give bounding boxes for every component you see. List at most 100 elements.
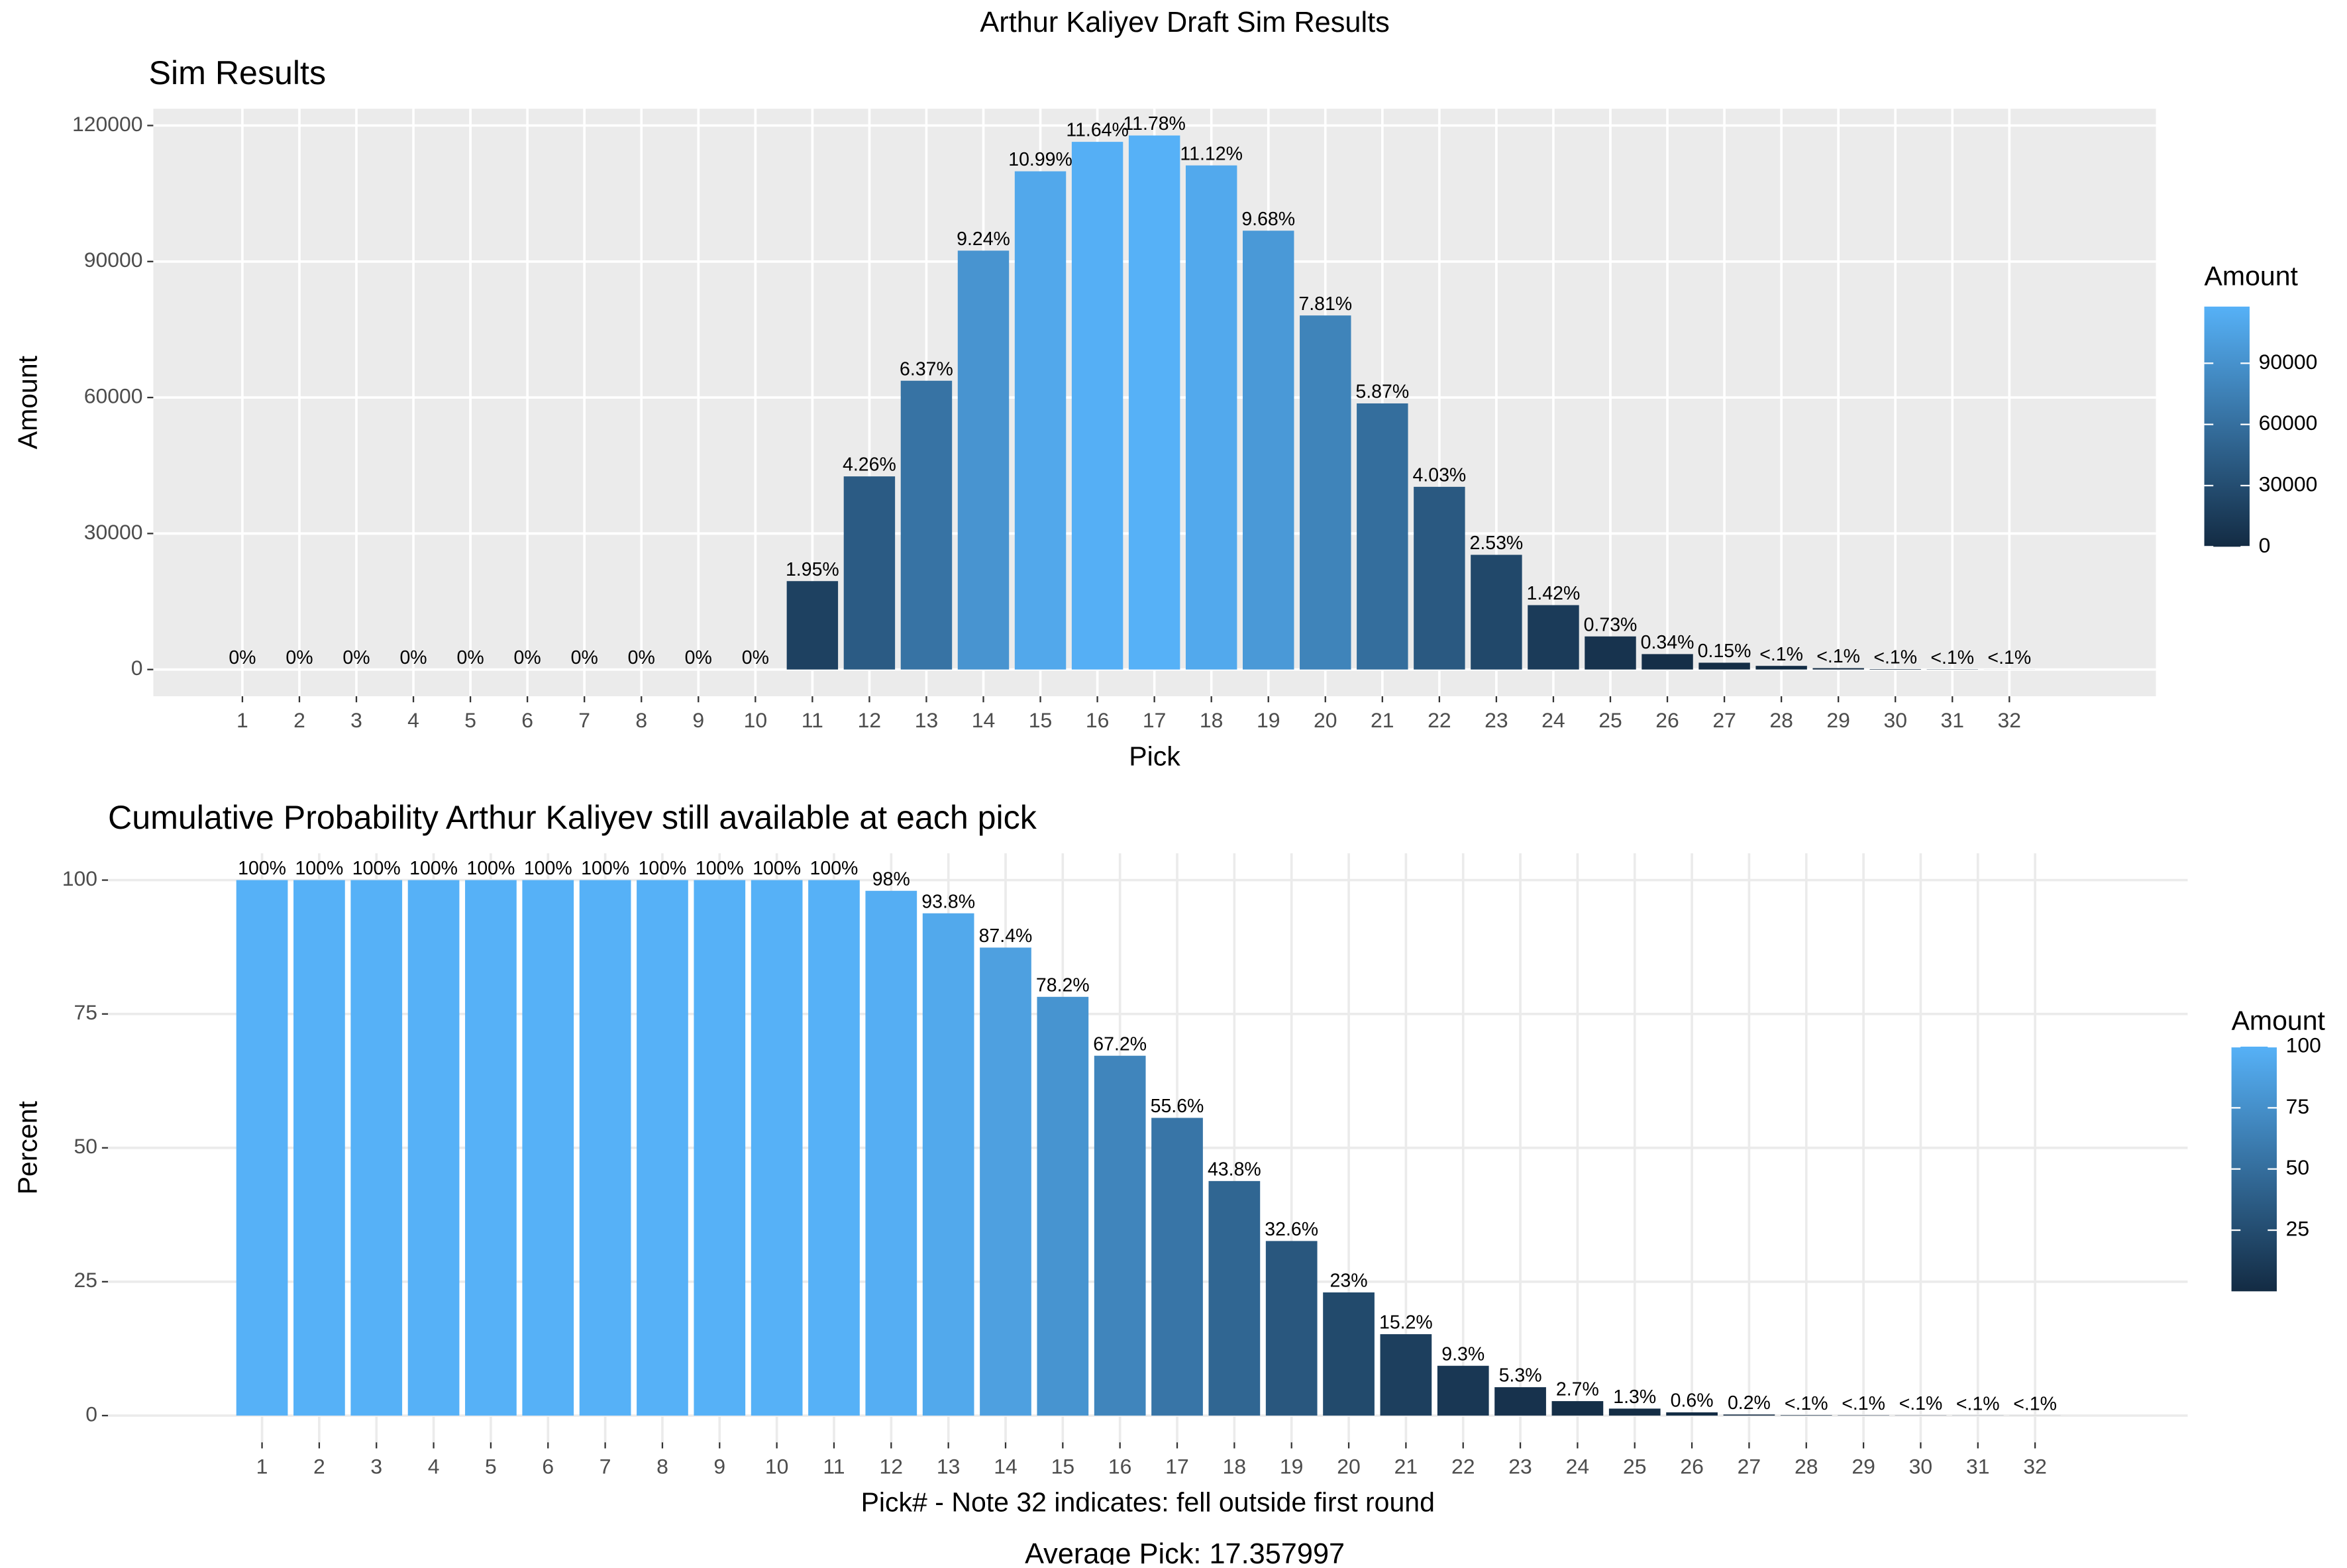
value-label: 0.2%	[1728, 1392, 1771, 1414]
y-tick-label: 30000	[84, 520, 143, 544]
x-tick-label: 12	[858, 708, 882, 732]
x-tick-label: 23	[1485, 708, 1508, 732]
value-label: <.1%	[1873, 647, 1917, 668]
x-tick-label: 9	[713, 1455, 725, 1479]
x-tick-label: 6	[542, 1455, 554, 1479]
bar	[923, 914, 974, 1416]
value-label: 11.78%	[1123, 113, 1186, 134]
value-label: 5.3%	[1499, 1365, 1542, 1386]
x-tick-label: 20	[1314, 708, 1337, 732]
x-tick-label: 18	[1223, 1455, 1247, 1479]
x-tick-label: 32	[2023, 1455, 2046, 1479]
value-label: 11.12%	[1180, 143, 1243, 164]
x-tick-label: 17	[1143, 708, 1167, 732]
value-label: 9.24%	[957, 229, 1010, 250]
legend-tick-label: 50	[2286, 1155, 2310, 1179]
x-tick-label: 31	[1966, 1455, 1990, 1479]
value-label: 5.87%	[1355, 382, 1409, 403]
x-tick-label: 26	[1680, 1455, 1703, 1479]
value-label: <.1%	[2013, 1393, 2057, 1414]
y-tick-label: 120000	[72, 112, 142, 136]
x-tick-label: 27	[1738, 1455, 1761, 1479]
x-tick-label: 26	[1655, 708, 1679, 732]
x-tick-label: 10	[765, 1455, 789, 1479]
value-label: 0%	[514, 647, 541, 668]
y-tick-label: 60000	[84, 384, 143, 407]
x-tick-label: 12	[880, 1455, 903, 1479]
value-label: <.1%	[1930, 647, 1974, 668]
value-label: 0.6%	[1671, 1390, 1714, 1412]
x-tick-label: 32	[1998, 708, 2021, 732]
bar	[865, 891, 917, 1416]
value-label: <.1%	[1899, 1393, 1943, 1414]
value-label: 0.73%	[1584, 614, 1638, 635]
bar	[465, 880, 517, 1416]
value-label: 100%	[753, 858, 801, 879]
x-tick-label: 27	[1712, 708, 1736, 732]
bar	[1812, 668, 1863, 670]
value-label: 23%	[1330, 1271, 1368, 1292]
value-label: <.1%	[1785, 1393, 1828, 1414]
bar	[1151, 1118, 1203, 1415]
bar	[787, 581, 838, 669]
bar	[844, 476, 895, 670]
x-tick-label: 24	[1541, 708, 1565, 732]
value-label: <.1%	[1842, 1393, 1885, 1414]
bar	[901, 381, 952, 670]
y-tick-label: 50	[74, 1134, 98, 1158]
x-tick-label: 4	[407, 708, 419, 732]
value-label: 15.2%	[1379, 1312, 1433, 1333]
x-axis-label: Pick# - Note 32 indicates: fell outside …	[861, 1487, 1435, 1518]
bar	[1666, 1412, 1718, 1416]
value-label: 100%	[466, 858, 515, 879]
value-label: 98%	[872, 868, 910, 890]
x-tick-label: 1	[256, 1455, 268, 1479]
colorbar	[2205, 307, 2250, 547]
value-label: 100%	[409, 858, 458, 879]
x-tick-label: 3	[350, 708, 362, 732]
value-label: 0.15%	[1698, 641, 1751, 662]
legend-title: Amount	[2232, 1005, 2326, 1035]
value-label: 100%	[696, 858, 744, 879]
x-tick-label: 5	[464, 708, 476, 732]
bar	[1072, 142, 1123, 670]
value-label: 10.99%	[1008, 149, 1072, 170]
value-label: 2.7%	[1556, 1379, 1599, 1400]
x-tick-label: 14	[972, 708, 996, 732]
legend-tick-label: 75	[2286, 1094, 2310, 1118]
bar	[1781, 1415, 1832, 1416]
x-tick-label: 15	[1029, 708, 1052, 732]
x-tick-label: 31	[1941, 708, 1964, 732]
x-tick-label: 28	[1795, 1455, 1818, 1479]
x-tick-label: 3	[370, 1455, 382, 1479]
y-tick-label: 0	[131, 656, 143, 680]
value-label: <.1%	[1956, 1393, 2000, 1414]
x-tick-label: 13	[937, 1455, 960, 1479]
bar	[350, 880, 402, 1416]
x-tick-label: 19	[1280, 1455, 1304, 1479]
legend-tick-label: 90000	[2259, 350, 2318, 374]
value-label: 0%	[229, 647, 256, 668]
bar	[1243, 231, 1294, 669]
value-label: 0%	[685, 647, 712, 668]
bar	[236, 880, 288, 1416]
legend-tick-label: 30000	[2259, 472, 2318, 496]
bar	[1437, 1366, 1489, 1416]
x-tick-label: 5	[485, 1455, 497, 1479]
y-axis-label: Amount	[12, 355, 42, 449]
bar	[751, 880, 803, 1416]
bar	[1471, 555, 1522, 670]
value-label: 87.4%	[979, 925, 1033, 947]
legend-tick-label: 100	[2286, 1033, 2321, 1057]
value-label: 93.8%	[921, 891, 975, 912]
value-label: 100%	[810, 858, 859, 879]
legend-tick-label: 0	[2259, 533, 2271, 557]
bar	[522, 880, 574, 1416]
value-label: 0%	[457, 647, 484, 668]
x-axis-label: Pick	[1129, 741, 1180, 771]
x-tick-label: 28	[1769, 708, 1793, 732]
bar	[1129, 136, 1180, 670]
value-label: 11.64%	[1066, 120, 1129, 141]
value-label: 2.53%	[1470, 533, 1524, 554]
bar	[580, 880, 631, 1416]
